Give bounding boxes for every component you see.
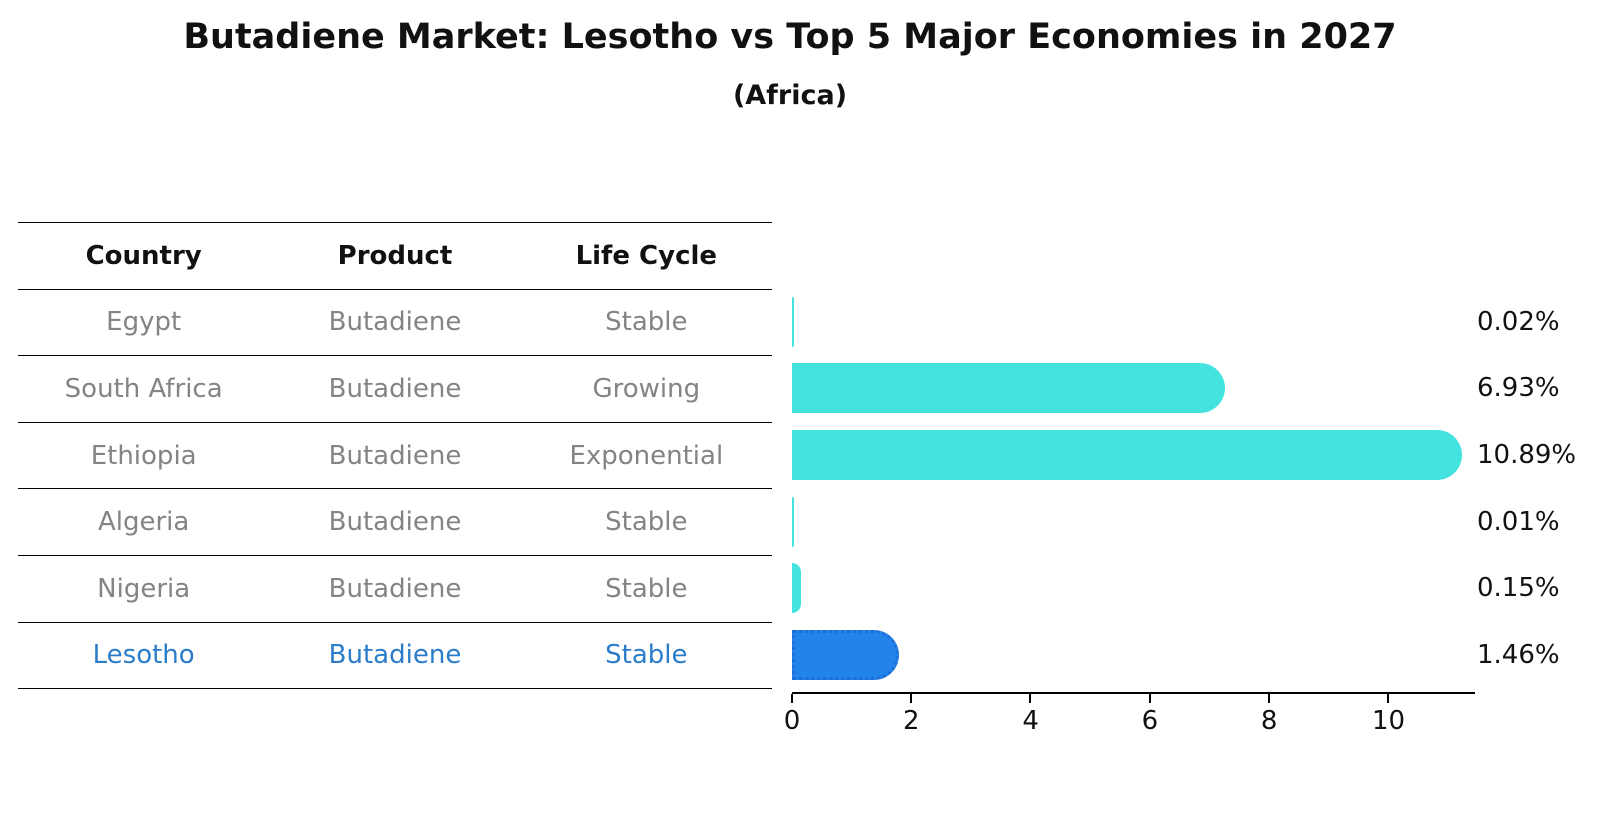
cell-life-cycle: Growing <box>592 373 701 404</box>
header-country: Country <box>85 240 202 271</box>
value-label: 10.89% <box>1477 440 1577 471</box>
tick-label: 2 <box>903 706 920 736</box>
bar-row <box>792 555 1475 622</box>
cell-life-cycle: Stable <box>605 640 688 671</box>
cell-product: Butadiene <box>328 373 462 404</box>
bar-plot-area <box>792 289 1475 689</box>
cell-country: Algeria <box>97 507 190 538</box>
table-row: Nigeria Butadiene Stable <box>18 556 772 623</box>
bar-row <box>792 422 1475 489</box>
table-row-highlighted: Lesotho Butadiene Stable <box>18 623 772 690</box>
value-label: 0.02% <box>1477 306 1560 337</box>
cell-product: Butadiene <box>328 307 462 338</box>
table-row: Egypt Butadiene Stable <box>18 290 772 357</box>
cell-product: Butadiene <box>328 573 462 604</box>
tick-mark <box>910 694 913 703</box>
bar-ethiopia <box>792 430 1462 481</box>
bar-south-africa <box>792 363 1226 414</box>
cell-country: Ethiopia <box>90 440 197 471</box>
value-label-column: 0.02% 6.93% 10.89% 0.01% 0.15% 1.46% <box>1477 289 1603 689</box>
bar-nigeria <box>792 563 801 614</box>
tick-label: 6 <box>1141 706 1159 736</box>
table-row: South Africa Butadiene Growing <box>18 356 772 423</box>
bar-row <box>792 289 1475 356</box>
cell-product: Butadiene <box>328 640 462 671</box>
tick-mark <box>1029 694 1032 703</box>
header-product: Product <box>337 240 453 271</box>
value-label: 6.93% <box>1477 373 1560 404</box>
cell-product: Butadiene <box>328 507 462 538</box>
tick-label: 4 <box>1022 706 1039 736</box>
tick-mark <box>1387 694 1390 703</box>
table-header-row: Country Product Life Cycle <box>18 223 772 290</box>
cell-country: Egypt <box>106 307 182 338</box>
x-axis: 0 2 4 6 8 10 <box>784 692 1475 735</box>
value-label: 1.46% <box>1477 639 1560 670</box>
bar-lesotho-highlighted <box>792 629 900 680</box>
value-label: 0.01% <box>1477 506 1560 537</box>
cell-life-cycle: Exponential <box>569 440 724 471</box>
tick-label: 0 <box>783 706 801 736</box>
bar-row <box>792 355 1475 422</box>
tick-mark <box>1267 694 1270 703</box>
cell-country: South Africa <box>64 373 223 404</box>
tick-mark <box>790 694 793 703</box>
bar-row <box>792 622 1475 689</box>
table-row: Ethiopia Butadiene Exponential <box>18 423 772 490</box>
tick-label: 8 <box>1260 706 1278 736</box>
country-table: Country Product Life Cycle Egypt Butadie… <box>18 222 772 690</box>
tick-label: 10 <box>1371 706 1406 736</box>
cell-life-cycle: Stable <box>605 573 688 604</box>
bar-egypt <box>792 296 794 347</box>
cell-life-cycle: Stable <box>605 507 688 538</box>
cell-life-cycle: Stable <box>605 307 688 338</box>
cell-country: Lesotho <box>92 640 195 671</box>
bar-row <box>792 488 1475 555</box>
cell-product: Butadiene <box>328 440 462 471</box>
chart-subtitle: (Africa) <box>732 80 848 111</box>
value-label: 0.15% <box>1477 573 1560 604</box>
header-life-cycle: Life Cycle <box>575 240 718 271</box>
tick-mark <box>1148 694 1151 703</box>
chart-title: Butadiene Market: Lesotho vs Top 5 Major… <box>183 17 1397 57</box>
bar-algeria <box>792 496 794 547</box>
cell-country: Nigeria <box>97 573 191 604</box>
table-row: Algeria Butadiene Stable <box>18 489 772 556</box>
